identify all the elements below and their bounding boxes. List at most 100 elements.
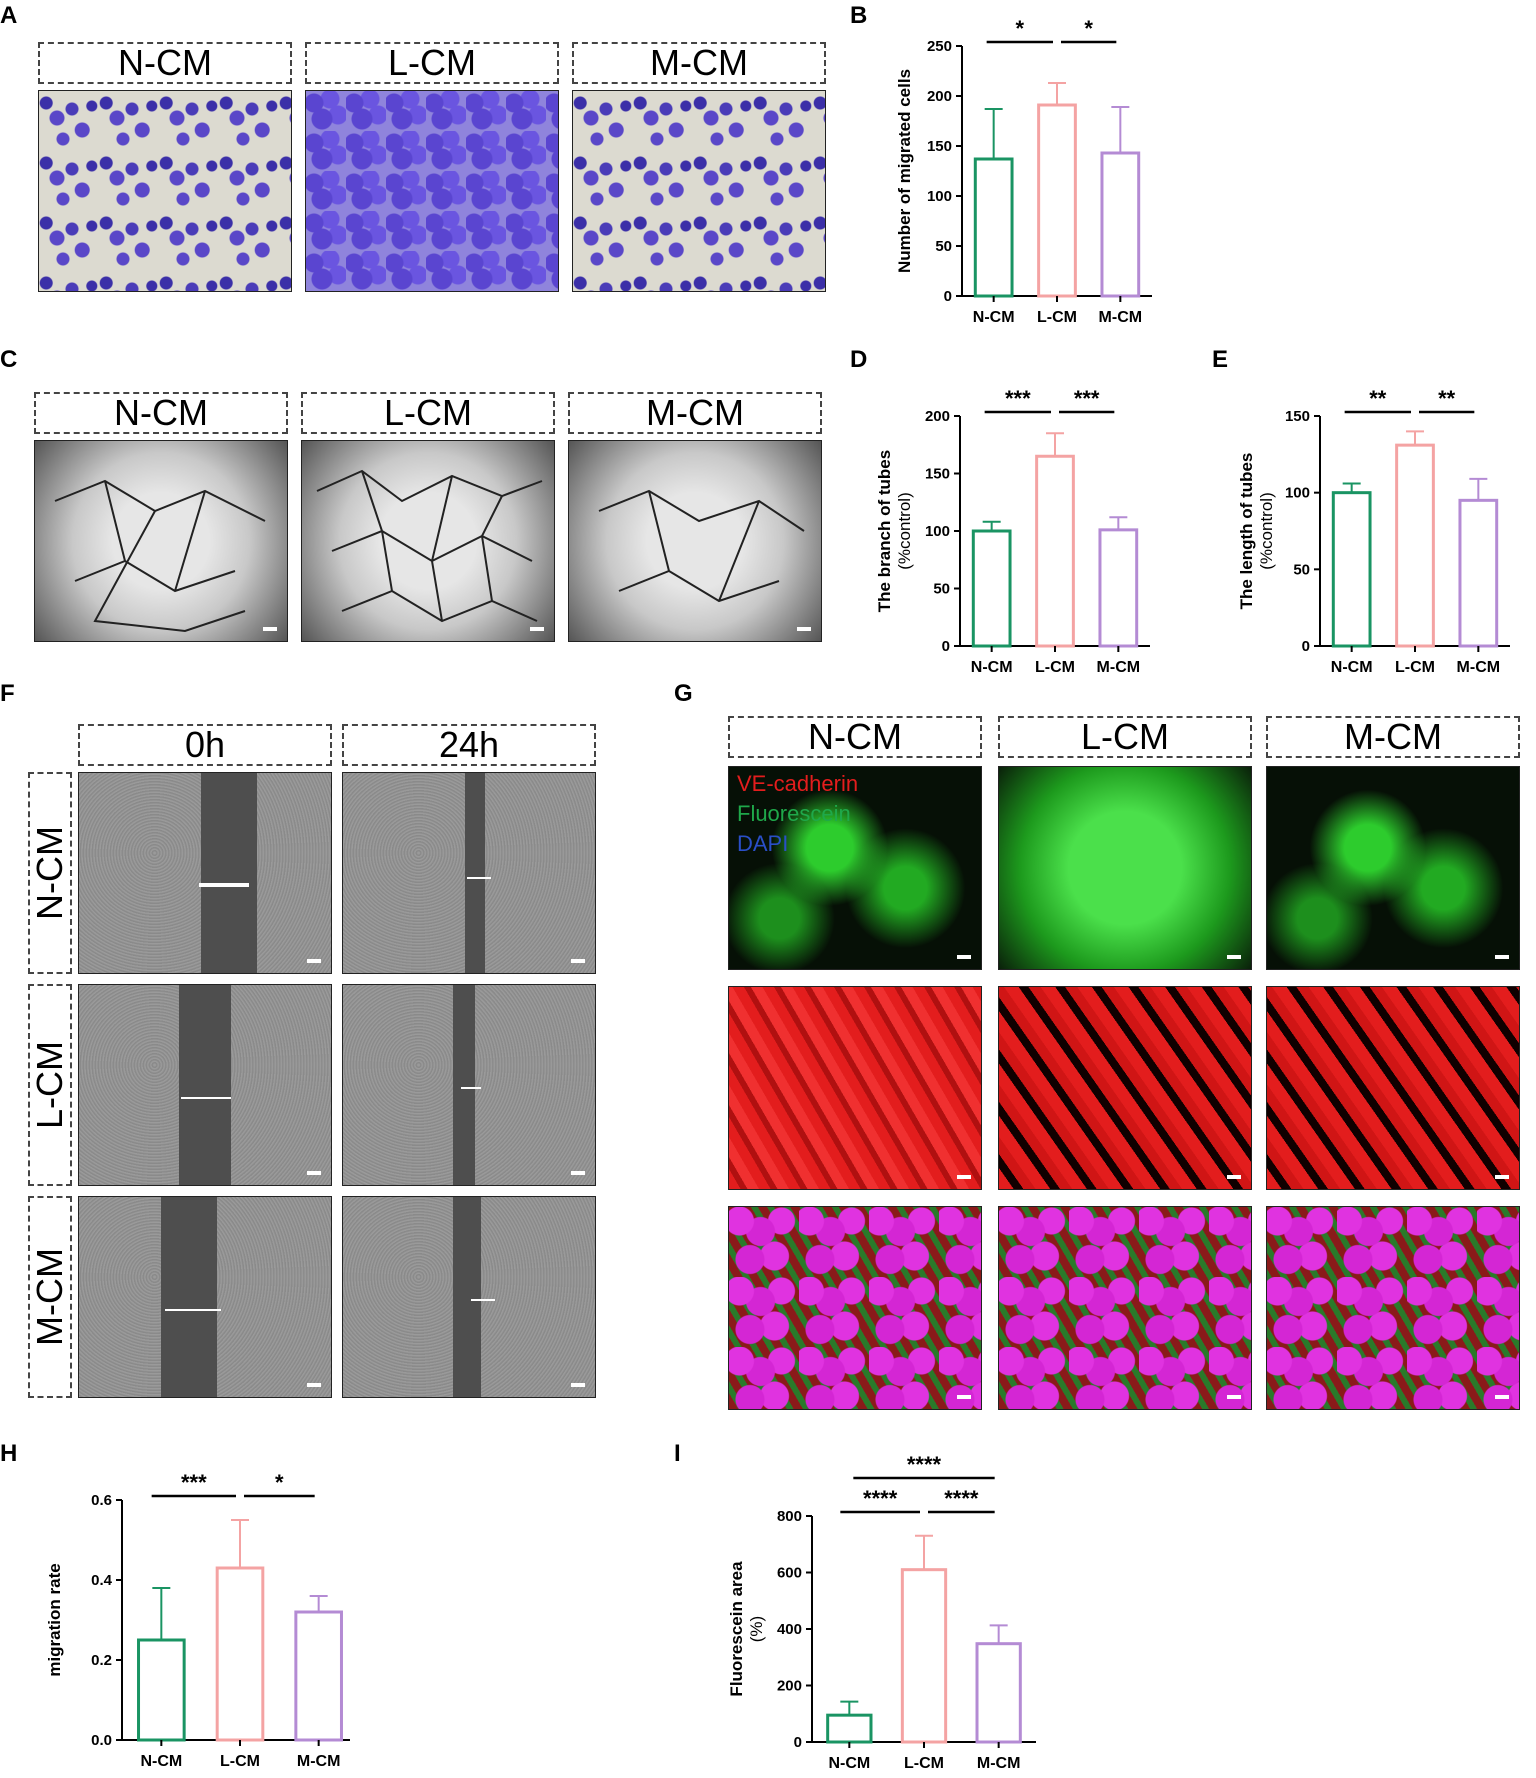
row-label: M-CM bbox=[29, 1248, 70, 1346]
significance-label: * bbox=[1084, 16, 1093, 41]
panel-label-d: D bbox=[850, 346, 868, 373]
x-tick-label: L-CM bbox=[1037, 309, 1077, 326]
y-tick-label: 0.6 bbox=[91, 1492, 112, 1509]
chart-tube-length: 0 50 100 150 The length of tubes (%control) N-… bbox=[1237, 386, 1510, 676]
measure-line bbox=[467, 877, 491, 879]
scratch-gap bbox=[201, 773, 257, 973]
scale-bar bbox=[797, 627, 811, 631]
measure-line bbox=[181, 1097, 231, 1099]
scratch-mcm-24h bbox=[342, 1196, 596, 1398]
fluor-red-ncm bbox=[728, 986, 982, 1190]
y-axis-label: migration rate bbox=[45, 1563, 64, 1676]
x-tick-label: M-CM bbox=[1457, 659, 1501, 676]
scratch-gap bbox=[453, 1197, 481, 1397]
x-tick-label: N-CM bbox=[1331, 659, 1373, 676]
y-axis-label: (%) bbox=[747, 1616, 766, 1642]
panel-label-i: I bbox=[674, 1440, 681, 1467]
y-tick-label: 800 bbox=[777, 1508, 802, 1525]
scratch-ncm-24h bbox=[342, 772, 596, 974]
x-tick-label: N-CM bbox=[140, 1753, 182, 1770]
significance-label: **** bbox=[863, 1486, 898, 1511]
bar bbox=[294, 1610, 343, 1742]
bar bbox=[826, 1713, 873, 1744]
scale-bar bbox=[307, 1383, 321, 1387]
fluor-red-lcm bbox=[998, 986, 1252, 1190]
y-tick-label: 200 bbox=[925, 408, 950, 425]
significance-label: *** bbox=[1074, 386, 1100, 411]
bar bbox=[900, 1568, 948, 1744]
y-axis-label: Fluorescein area bbox=[727, 1561, 746, 1697]
panel-f-row-mcm: M-CM bbox=[28, 1196, 72, 1398]
bar bbox=[137, 1638, 186, 1742]
y-tick-label: 100 bbox=[925, 523, 950, 540]
panel-a-image-mcm bbox=[572, 90, 826, 292]
significance-label: * bbox=[275, 1470, 284, 1495]
scale-bar bbox=[571, 959, 585, 963]
scale-bar bbox=[957, 955, 971, 959]
significance-label: ** bbox=[1369, 386, 1387, 411]
panel-c-header-lcm: L-CM bbox=[301, 392, 555, 434]
x-tick-label: N-CM bbox=[973, 309, 1015, 326]
y-tick-label: 600 bbox=[777, 1565, 802, 1582]
scale-bar bbox=[1495, 955, 1509, 959]
x-tick-label: M-CM bbox=[1097, 659, 1141, 676]
scale-bar bbox=[571, 1383, 585, 1387]
panel-label-b: B bbox=[850, 2, 868, 29]
panel-a-image-ncm bbox=[38, 90, 292, 292]
x-tick-label: L-CM bbox=[1035, 659, 1075, 676]
y-tick-label: 0 bbox=[944, 288, 952, 305]
panel-label-h: H bbox=[0, 1440, 18, 1467]
measure-line bbox=[471, 1299, 495, 1301]
legend-fluorescein: Fluorescein bbox=[737, 801, 851, 826]
y-tick-label: 0 bbox=[794, 1734, 802, 1751]
x-tick-label: L-CM bbox=[904, 1755, 944, 1772]
panel-label-g: G bbox=[674, 680, 693, 707]
measure-line bbox=[461, 1087, 481, 1089]
y-axis-label: The length of tubes bbox=[1237, 453, 1256, 610]
significance-label: **** bbox=[907, 1452, 942, 1477]
bar bbox=[1458, 498, 1499, 648]
y-tick-label: 0.0 bbox=[91, 1732, 112, 1749]
y-tick-label: 0 bbox=[1302, 638, 1310, 655]
panel-label-a: A bbox=[0, 2, 18, 29]
scratch-mcm-0h bbox=[78, 1196, 332, 1398]
y-tick-label: 400 bbox=[777, 1621, 802, 1638]
y-tick-label: 0 bbox=[942, 638, 950, 655]
y-tick-label: 50 bbox=[933, 581, 950, 598]
x-tick-label: N-CM bbox=[828, 1755, 870, 1772]
fluor-red-mcm bbox=[1266, 986, 1520, 1190]
scale-bar bbox=[957, 1175, 971, 1179]
bar bbox=[973, 157, 1014, 298]
scale-bar bbox=[957, 1395, 971, 1399]
scale-bar bbox=[571, 1171, 585, 1175]
y-tick-label: 50 bbox=[1293, 561, 1310, 578]
fluor-green-lcm bbox=[998, 766, 1252, 970]
y-tick-label: 0.4 bbox=[91, 1572, 113, 1589]
panel-c-image-ncm bbox=[34, 440, 288, 642]
measure-line bbox=[199, 883, 249, 887]
panel-a-image-lcm bbox=[305, 90, 559, 292]
y-tick-label: 200 bbox=[777, 1678, 802, 1695]
panel-g-header-ncm: N-CM bbox=[728, 716, 982, 758]
bar bbox=[1037, 103, 1077, 298]
x-tick-label: N-CM bbox=[971, 659, 1013, 676]
significance-label: **** bbox=[944, 1486, 979, 1511]
significance-label: ** bbox=[1438, 386, 1456, 411]
panel-a-header-lcm: L-CM bbox=[305, 42, 559, 84]
bar bbox=[1100, 151, 1141, 298]
fluor-merge-lcm bbox=[998, 1206, 1252, 1410]
panel-label-e: E bbox=[1212, 346, 1229, 373]
panel-a-header-ncm: N-CM bbox=[38, 42, 292, 84]
scratch-gap bbox=[465, 773, 485, 973]
scratch-gap bbox=[161, 1197, 217, 1397]
fluor-green-mcm bbox=[1266, 766, 1520, 970]
bar bbox=[1395, 443, 1435, 648]
row-label: N-CM bbox=[29, 826, 70, 920]
x-tick-label: M-CM bbox=[977, 1755, 1021, 1772]
chart-migrated-cells: 0 50 100 150 200 250 Number of migrated cells N… bbox=[895, 16, 1152, 326]
panel-c-header-ncm: N-CM bbox=[34, 392, 288, 434]
y-axis-label: (%control) bbox=[895, 492, 914, 569]
y-tick-label: 200 bbox=[927, 88, 952, 105]
panel-c-image-lcm bbox=[301, 440, 555, 642]
